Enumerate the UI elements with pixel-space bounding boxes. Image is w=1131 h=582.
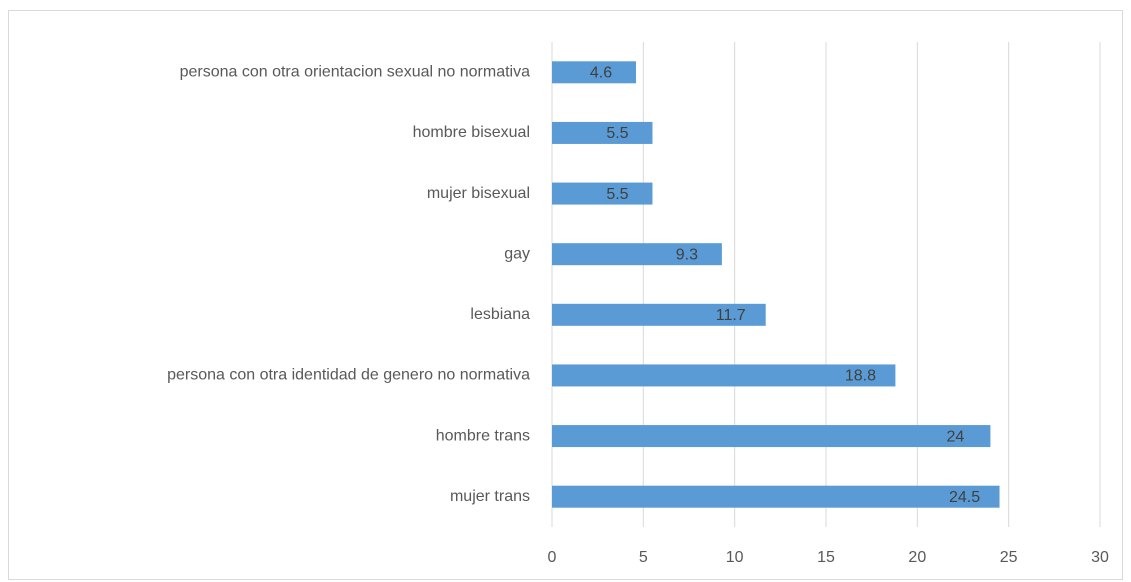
data-label: 11.7 bbox=[716, 307, 746, 324]
data-label: 5.5 bbox=[606, 186, 628, 203]
bar bbox=[552, 364, 896, 387]
x-tick-label: 25 bbox=[1000, 549, 1018, 566]
data-label: 9.3 bbox=[676, 246, 698, 263]
x-tick-label: 5 bbox=[639, 549, 648, 566]
x-tick-label: 20 bbox=[908, 549, 926, 566]
y-tick-label: mujer trans bbox=[450, 488, 530, 505]
data-label: 18.8 bbox=[845, 368, 876, 385]
bar bbox=[552, 121, 653, 144]
bar bbox=[552, 485, 1000, 508]
x-tick-label: 30 bbox=[1091, 549, 1109, 566]
x-tick-label: 0 bbox=[548, 549, 557, 566]
data-label: 24 bbox=[947, 428, 965, 445]
data-label: 4.6 bbox=[590, 65, 612, 82]
y-tick-label: persona con otra orientacion sexual no n… bbox=[180, 64, 531, 81]
y-tick-label: lesbiana bbox=[470, 306, 530, 323]
y-tick-label: gay bbox=[504, 245, 530, 262]
bar bbox=[552, 303, 766, 326]
y-tick-label: hombre bisexual bbox=[413, 124, 530, 141]
y-tick-label: persona con otra identidad de genero no … bbox=[167, 367, 530, 384]
x-tick-label: 15 bbox=[817, 549, 835, 566]
bar bbox=[552, 182, 653, 205]
y-tick-label: hombre trans bbox=[436, 427, 530, 444]
bar bbox=[552, 243, 722, 266]
chart-border bbox=[8, 10, 1123, 580]
bar bbox=[552, 61, 637, 84]
data-label: 24.5 bbox=[949, 489, 980, 506]
bar bbox=[552, 425, 991, 448]
y-tick-label: mujer bisexual bbox=[427, 185, 530, 202]
x-tick-label: 10 bbox=[726, 549, 744, 566]
data-label: 5.5 bbox=[606, 125, 628, 142]
